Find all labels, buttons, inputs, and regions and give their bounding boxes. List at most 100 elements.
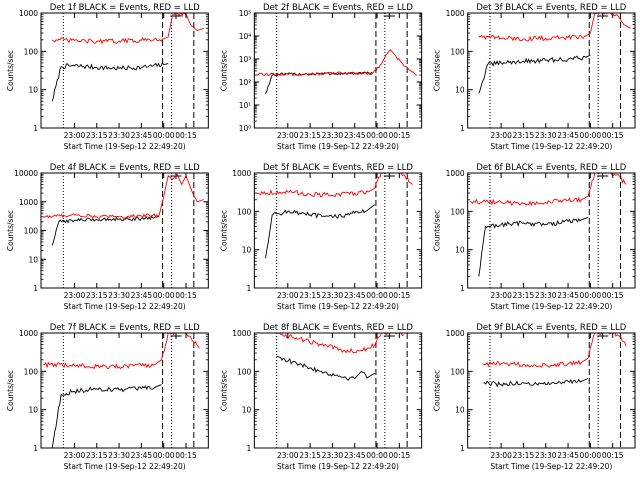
series-lld bbox=[51, 13, 205, 45]
series-lld bbox=[469, 173, 627, 207]
plot-frame bbox=[40, 172, 209, 289]
x-tick-label: 23:15 bbox=[86, 451, 108, 460]
x-tick-label: 23:15 bbox=[299, 451, 321, 460]
y-axis-label: Counts/sec bbox=[219, 370, 228, 411]
plot-frame bbox=[253, 332, 423, 449]
x-tick-label: 23:15 bbox=[299, 291, 321, 300]
x-axis-label: Start Time (19-Sep-12 22:49:20) bbox=[490, 302, 612, 311]
x-tick-label: 23:00 bbox=[490, 451, 512, 460]
y-tick-label: 1000 bbox=[446, 9, 465, 18]
x-tick-label: 23:30 bbox=[108, 131, 130, 140]
x-tick-label: 00:15 bbox=[389, 291, 411, 300]
x-tick-label: 00:00 bbox=[366, 291, 388, 300]
x-tick-label: 00:15 bbox=[602, 291, 624, 300]
panel-title: Det 4f BLACK = Events, RED = LLD bbox=[50, 163, 200, 173]
y-tick-label: 10³ bbox=[239, 55, 252, 64]
y-tick-label: 1000 bbox=[19, 198, 38, 207]
x-axis-label: Start Time (19-Sep-12 22:49:20) bbox=[490, 462, 612, 471]
plot-frame bbox=[253, 172, 423, 289]
y-tick-label: 100 bbox=[450, 367, 465, 376]
x-tick-label: 00:00 bbox=[153, 291, 175, 300]
y-tick-label: 10 bbox=[455, 86, 465, 95]
panel-det-4: Det 4f BLACK = Events, RED = LLD 1 10 100 10… bbox=[6, 163, 209, 311]
panel-title: Det 5f BLACK = Events, RED = LLD bbox=[263, 163, 413, 173]
series-events bbox=[51, 384, 162, 448]
series-events bbox=[276, 355, 376, 381]
y-tick-label: 100 bbox=[450, 47, 465, 56]
x-tick-label: 00:00 bbox=[153, 131, 175, 140]
x-tick-label: 00:15 bbox=[389, 131, 411, 140]
y-axis-label: Counts/sec bbox=[219, 210, 228, 251]
y-tick-label: 100 bbox=[24, 227, 39, 236]
x-tick-label: 23:15 bbox=[299, 131, 321, 140]
x-tick-label: 23:30 bbox=[535, 291, 557, 300]
y-tick-label: 100 bbox=[237, 207, 252, 216]
x-tick-label: 23:15 bbox=[513, 451, 535, 460]
x-axis-label: Start Time (19-Sep-12 22:49:20) bbox=[64, 302, 186, 311]
panel-det-6: Det 6f BLACK = Events, RED = LLD 1 10 100 10… bbox=[433, 163, 636, 311]
x-tick-label: 00:00 bbox=[366, 451, 388, 460]
x-tick-label: 23:30 bbox=[108, 291, 130, 300]
x-tick-label: 23:30 bbox=[535, 451, 557, 460]
y-tick-label: 10 bbox=[455, 246, 465, 255]
x-tick-label: 23:00 bbox=[490, 291, 512, 300]
x-tick-label: 00:15 bbox=[175, 131, 197, 140]
x-tick-label: 23:00 bbox=[277, 291, 299, 300]
y-tick-label: 1000 bbox=[446, 329, 465, 338]
x-tick-label: 00:15 bbox=[389, 451, 411, 460]
series-events bbox=[51, 215, 160, 246]
y-axis-label: Counts/sec bbox=[6, 210, 15, 251]
x-tick-label: 23:30 bbox=[535, 131, 557, 140]
panel-det-9: Det 9f BLACK = Events, RED = LLD 1 10 100 10… bbox=[433, 323, 636, 471]
x-tick-label: 23:45 bbox=[131, 451, 153, 460]
x-tick-label: 23:30 bbox=[322, 451, 344, 460]
y-tick-label: 1000 bbox=[19, 9, 38, 18]
y-tick-label: 10² bbox=[239, 78, 252, 87]
x-tick-label: 23:45 bbox=[131, 291, 153, 300]
y-axis-label: Counts/sec bbox=[6, 370, 15, 411]
y-tick-label: 1 bbox=[247, 284, 252, 293]
x-tick-label: 23:45 bbox=[131, 131, 153, 140]
x-axis-label: Start Time (19-Sep-12 22:49:20) bbox=[277, 462, 399, 471]
y-tick-label: 1 bbox=[33, 284, 38, 293]
series-events bbox=[483, 378, 589, 388]
x-tick-label: 23:45 bbox=[557, 291, 579, 300]
y-axis-label: Counts/sec bbox=[433, 50, 442, 91]
y-tick-label: 100 bbox=[24, 367, 39, 376]
y-tick-label: 1000 bbox=[19, 329, 38, 338]
x-tick-label: 23:00 bbox=[64, 291, 86, 300]
x-tick-label: 00:15 bbox=[602, 451, 624, 460]
y-tick-label: 1000 bbox=[446, 169, 465, 178]
x-tick-label: 23:45 bbox=[344, 291, 366, 300]
panel-title: Det 2f BLACK = Events, RED = LLD bbox=[263, 3, 413, 13]
x-tick-label: 23:15 bbox=[86, 131, 108, 140]
series-lld bbox=[43, 333, 200, 370]
x-tick-label: 23:15 bbox=[513, 291, 535, 300]
y-tick-label: 100 bbox=[237, 367, 252, 376]
y-tick-label: 10 bbox=[28, 406, 38, 415]
x-tick-label: 00:00 bbox=[580, 291, 602, 300]
panel-title: Det 1f BLACK = Events, RED = LLD bbox=[50, 3, 200, 13]
x-tick-label: 00:15 bbox=[175, 451, 197, 460]
plot-frame bbox=[253, 12, 423, 129]
y-tick-label: 10⁵ bbox=[239, 9, 252, 18]
series-lld bbox=[478, 13, 631, 42]
x-tick-label: 23:00 bbox=[277, 131, 299, 140]
panel-det-5: Det 5f BLACK = Events, RED = LLD 1 10 100 10… bbox=[219, 163, 423, 311]
y-tick-label: 1 bbox=[460, 124, 465, 133]
series-events bbox=[478, 216, 589, 277]
x-tick-label: 00:00 bbox=[580, 451, 602, 460]
panel-det-7: Det 7f BLACK = Events, RED = LLD 1 10 100 10… bbox=[6, 323, 209, 471]
plot-frame bbox=[467, 172, 636, 289]
panel-title: Det 6f BLACK = Events, RED = LLD bbox=[476, 163, 626, 173]
y-tick-label: 1 bbox=[460, 284, 465, 293]
x-tick-label: 23:45 bbox=[557, 131, 579, 140]
panel-det-1: Det 1f BLACK = Events, RED = LLD 1 10 100 10… bbox=[6, 3, 209, 151]
x-tick-label: 23:00 bbox=[277, 451, 299, 460]
plot-frame bbox=[467, 12, 636, 129]
y-tick-label: 10000 bbox=[14, 169, 38, 178]
y-tick-label: 10 bbox=[242, 246, 252, 255]
plot-frame bbox=[40, 12, 209, 129]
y-tick-label: 1 bbox=[460, 444, 465, 453]
